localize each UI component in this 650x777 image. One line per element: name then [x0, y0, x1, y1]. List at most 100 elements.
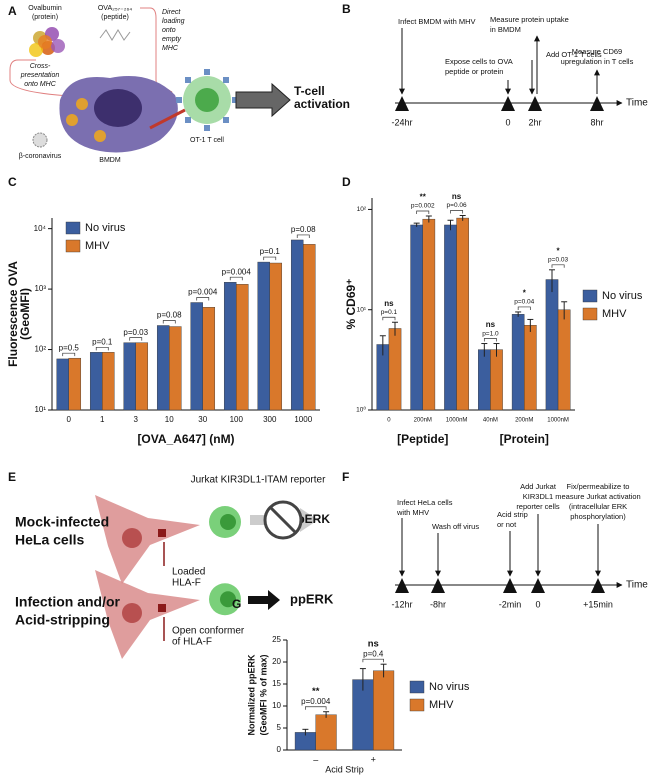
- hla-label: of HLA-F: [172, 637, 212, 648]
- group-label: [Peptide]: [397, 432, 448, 446]
- timeline-marker: [431, 578, 445, 593]
- annotation: onto: [162, 27, 176, 34]
- time-tick-label: 0: [505, 117, 510, 127]
- annotation: presentation: [20, 72, 60, 79]
- cell-label: BMDM: [99, 157, 121, 164]
- significance: *: [557, 246, 561, 255]
- legend-swatch: [582, 289, 598, 303]
- panel-label: A: [8, 4, 17, 18]
- y-tick-label: 0: [277, 745, 282, 754]
- bar: [156, 325, 170, 411]
- step-label: Wash off virus: [432, 522, 479, 531]
- bar: [456, 217, 469, 411]
- time-tick-label: -24hr: [391, 117, 412, 127]
- bar: [315, 714, 337, 751]
- hela-nucleus: [122, 603, 142, 623]
- step-label: Add Jurkat: [520, 482, 557, 491]
- y-tick-label: 20: [272, 657, 281, 666]
- receptor: [204, 125, 210, 131]
- axis-label: Time: [626, 580, 648, 591]
- receptor: [223, 117, 229, 123]
- y-tick-label: 5: [277, 723, 282, 732]
- receptor: [232, 97, 238, 103]
- legend-label: MHV: [429, 699, 454, 711]
- cell-label: OT-1 T cell: [190, 137, 224, 144]
- y-tick-label: 10³: [34, 284, 46, 293]
- step-label: peptide or protein: [445, 67, 503, 76]
- hla-label: Loaded: [172, 567, 205, 578]
- x-tick-label: 30: [198, 415, 207, 424]
- step-label: in BMDM: [490, 25, 521, 34]
- timeline-marker: [591, 578, 605, 593]
- y-axis-label: Normalized ppERK: [246, 654, 256, 736]
- time-tick-label: 8hr: [590, 117, 603, 127]
- timeline-marker: [528, 96, 542, 111]
- timeline-marker: [395, 578, 409, 593]
- bar: [478, 349, 491, 411]
- panel-label: F: [342, 470, 349, 484]
- bar: [56, 358, 69, 411]
- step-label: (intracellular ERK: [569, 502, 627, 511]
- panel-label: G: [232, 597, 241, 611]
- y-axis-label: Fluorescence OVA: [6, 261, 20, 367]
- significance: ns: [384, 299, 394, 308]
- bar: [223, 282, 237, 411]
- step-label: Add OT-1 T cells: [546, 50, 602, 59]
- bar: [373, 670, 395, 751]
- no-sign-slash: [268, 505, 298, 535]
- condition-label: Mock-infected: [15, 514, 109, 530]
- antigen-clump: [94, 130, 106, 142]
- bar: [269, 262, 283, 411]
- protein-structure: [38, 35, 52, 49]
- time-tick-label: -8hr: [430, 599, 446, 609]
- significance-bracket: [305, 706, 327, 710]
- timeline-marker: [395, 96, 409, 111]
- p-value: p=0.08: [291, 225, 316, 234]
- p-value: p=0.4: [363, 649, 384, 658]
- step-label: KIR3DL1: [523, 492, 553, 501]
- panel-subtitle: Jurkat KIR3DL1-ITAM reporter: [191, 475, 327, 486]
- step-label: Infect HeLa cells: [397, 498, 453, 507]
- receptor: [176, 97, 182, 103]
- y-tick-label: 15: [272, 679, 281, 688]
- step-label: with MHV: [396, 508, 429, 517]
- significance-bracket: [62, 352, 76, 357]
- x-tick-label: 200nM: [414, 418, 432, 424]
- hela-cell: [95, 495, 200, 584]
- hela-nucleus: [122, 528, 142, 548]
- x-axis-label: [OVA_A647] (nM): [137, 432, 234, 446]
- significance-bracket: [517, 306, 531, 310]
- bar: [290, 239, 304, 411]
- annotation: onto MHC: [24, 81, 56, 88]
- hla-f: [158, 529, 166, 537]
- condition-label: HeLa cells: [15, 532, 84, 548]
- p-value: p=0.1: [92, 337, 113, 346]
- step-label: Infect BMDM with MHV: [398, 17, 476, 26]
- virus-label: β-coronavirus: [19, 153, 62, 160]
- p-value: p=0.04: [514, 299, 534, 306]
- step-label: upregulation in T cells: [561, 57, 634, 66]
- significance-bracket: [229, 276, 243, 281]
- bar: [511, 314, 525, 411]
- p-value: p=0.002: [411, 203, 435, 210]
- step-label: Measure CD69: [572, 47, 622, 56]
- bar: [123, 342, 136, 411]
- bar: [545, 279, 559, 411]
- x-tick-label: 100: [230, 415, 244, 424]
- bar: [135, 342, 149, 411]
- bar: [190, 302, 203, 411]
- time-tick-label: -12hr: [391, 599, 412, 609]
- t-cell-nucleus: [195, 88, 219, 112]
- timeline-marker: [501, 96, 515, 111]
- significance-bracket: [196, 297, 210, 301]
- receptor: [204, 69, 210, 75]
- receptor: [185, 117, 191, 123]
- activation-label: activation: [294, 97, 350, 111]
- synapse: [149, 108, 186, 130]
- y-axis-label: (GeoMFI): [18, 288, 32, 340]
- x-tick-label: –: [313, 754, 318, 764]
- y-tick-label: 10²: [34, 345, 46, 354]
- x-tick-label: 3: [134, 415, 139, 424]
- p-value: p=0.1: [260, 247, 281, 256]
